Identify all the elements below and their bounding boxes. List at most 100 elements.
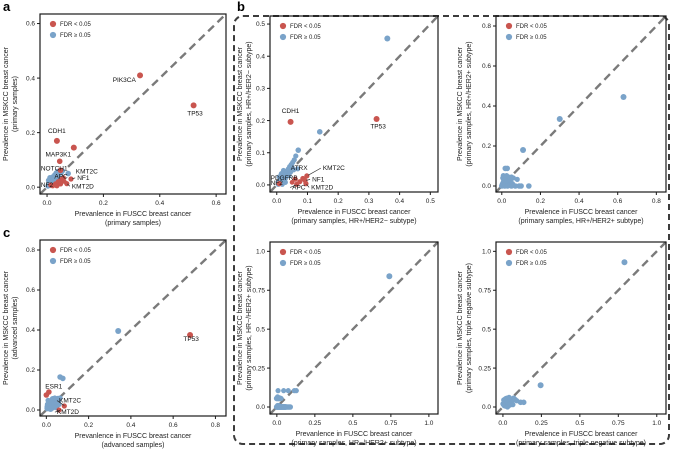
gene-label-tp53: TP53 — [370, 123, 386, 130]
gene-label-esr1: ESR1 — [45, 383, 62, 390]
svg-text:0.5: 0.5 — [575, 420, 584, 427]
y-axis-label-line1: Prevalence in MSKCC breast cancer — [3, 46, 10, 161]
scatter-plot-b-hr-pos-her2-neg: 0.0 0.1 0.2 0.3 0.4 0.5 0.0 0.1 0.2 0.3 0.4 0.5 Prev… — [237, 15, 439, 225]
gene-label-nf2: NF2 — [271, 180, 284, 187]
scatter-point-fdr-nonsignificant — [518, 183, 524, 189]
svg-text:0.8: 0.8 — [652, 198, 661, 205]
identity-dashed-line — [39, 13, 227, 195]
scatter-point-fdr-nonsignificant — [386, 273, 393, 280]
y-axis-label-line2: (primary samples, HR+/HER2+ subtype) — [466, 41, 473, 166]
scatter-point-fdr-significant — [70, 144, 77, 151]
gene-label-kmt2d: KMT2D — [311, 184, 333, 191]
scatter-plot-a-primary-samples: 0.0 0.2 0.4 0.6 0.0 0.2 0.4 0.6 Prevanlence in F… — [3, 13, 227, 227]
plot-frame — [39, 239, 227, 417]
scatter-point-fdr-nonsignificant — [512, 183, 519, 189]
scatter-plot-b-hr-neg-her2-pos: 0.0 0.25 0.5 0.75 1.0 0.0 0.25 0.5 0.75 1.0 Prevan… — [237, 241, 439, 447]
svg-text:0.4: 0.4 — [482, 103, 491, 110]
svg-text:0.6: 0.6 — [26, 21, 35, 28]
axes: 0.0 0.25 0.5 0.75 1.0 0.0 0.25 0.5 0.75 1.0 Preval… — [457, 249, 662, 447]
scatter-point-fdr-nonsignificant — [506, 394, 512, 400]
scatter-point-fdr-nonsignificant — [556, 116, 563, 122]
legend-dot-red — [279, 248, 287, 256]
scatter-point-fdr-nonsignificant — [60, 375, 66, 382]
legend-dot-blue — [279, 259, 287, 267]
identity-dashed-line — [495, 15, 667, 193]
scatter-point-fdr-significant — [137, 72, 144, 79]
svg-text:0.6: 0.6 — [482, 63, 491, 70]
data-points — [500, 259, 628, 410]
legend-label-blue: FDR ≥ 0.05 — [516, 35, 547, 41]
svg-text:0.0: 0.0 — [482, 183, 491, 190]
scatter-point-fdr-significant — [68, 176, 74, 182]
scatter-point-fdr-nonsignificant — [282, 179, 288, 185]
gene-label-apc: APC — [54, 174, 68, 181]
scatter-point-fdr-significant — [287, 118, 294, 125]
svg-text:0.4: 0.4 — [26, 75, 35, 82]
svg-text:0.2: 0.2 — [99, 200, 108, 207]
scatter-point-fdr-nonsignificant — [57, 395, 63, 401]
axes: 0.0 0.25 0.5 0.75 1.0 0.0 0.25 0.5 0.75 1.0 Prevan… — [237, 249, 434, 447]
legend-label-blue: FDR ≥ 0.05 — [60, 33, 91, 39]
legend-label-blue: FDR ≥ 0.05 — [290, 35, 321, 41]
scatter-point-fdr-nonsignificant — [45, 177, 52, 183]
scatter-point-fdr-nonsignificant — [45, 397, 51, 403]
legend-dot-red — [505, 248, 513, 256]
svg-text:1.0: 1.0 — [482, 249, 491, 256]
panel-b-dashed-outline — [233, 15, 670, 445]
svg-text:0.0: 0.0 — [256, 404, 265, 411]
svg-text:0.0: 0.0 — [256, 182, 265, 189]
svg-text:0.5: 0.5 — [482, 326, 491, 333]
scatter-point-fdr-significant — [57, 181, 64, 187]
panel-label-a: a — [3, 0, 11, 14]
axes: 0.0 0.2 0.4 0.6 0.8 0.0 0.2 0.4 0.6 0.8 Prevanlenc… — [3, 247, 220, 449]
legend-label-red: FDR < 0.05 — [516, 24, 548, 30]
identity-dashed-line — [39, 239, 227, 417]
scatter-point-fdr-nonsignificant — [504, 404, 511, 410]
plot-frame — [495, 241, 667, 415]
scatter-point-fdr-nonsignificant — [295, 166, 301, 172]
scatter-point-fdr-significant — [53, 137, 60, 144]
scatter-point-fdr-significant — [276, 181, 282, 187]
svg-text:0.2: 0.2 — [26, 367, 35, 374]
x-axis-label-line2: (primary samples) — [105, 220, 161, 227]
legend-dot-blue — [505, 33, 513, 41]
svg-text:0.4: 0.4 — [26, 327, 35, 334]
svg-text:0.5: 0.5 — [426, 198, 435, 205]
scatter-point-fdr-nonsignificant — [621, 259, 628, 266]
gene-label-kmt2d: KMT2D — [57, 409, 79, 416]
legend: FDR < 0.05 FDR ≥ 0.05 — [279, 248, 322, 267]
scatter-point-fdr-significant — [43, 392, 50, 398]
gene-label-notch1: NOTCH1 — [41, 165, 68, 172]
svg-text:0.25: 0.25 — [535, 420, 548, 427]
y-axis-label-line2: (primary samples) — [12, 76, 19, 132]
svg-text:0.25: 0.25 — [478, 365, 491, 372]
data-points — [273, 273, 393, 410]
scatter-point-fdr-nonsignificant — [510, 402, 516, 408]
x-axis-label-line2: (primary samples, HR+/HER2− subtype) — [291, 218, 416, 225]
scatter-point-fdr-nonsignificant — [293, 153, 299, 159]
legend-dot-red — [279, 22, 287, 30]
gene-label-pdgfrb: PDGFRB — [271, 175, 298, 182]
scatter-point-fdr-nonsignificant — [384, 35, 391, 42]
legend-label-red: FDR < 0.05 — [516, 250, 548, 256]
svg-text:0.5: 0.5 — [256, 21, 265, 28]
panel-label-b: b — [237, 0, 245, 14]
scatter-point-fdr-significant — [190, 102, 197, 109]
legend-label-blue: FDR ≥ 0.05 — [60, 259, 91, 265]
svg-text:0.4: 0.4 — [155, 200, 164, 207]
scatter-point-fdr-significant — [292, 176, 298, 182]
legend: FDR < 0.05 FDR ≥ 0.05 — [49, 20, 92, 39]
gene-label-cdh1: CDH1 — [48, 128, 66, 135]
legend-label-red: FDR < 0.05 — [60, 248, 92, 254]
scatter-point-fdr-nonsignificant — [280, 167, 287, 174]
gene-label-nf2: NF2 — [41, 182, 54, 189]
svg-text:0.25: 0.25 — [309, 420, 322, 427]
x-axis-label-line1: Prevanlence in FUSCC breast cancer — [75, 211, 192, 218]
svg-text:0.6: 0.6 — [169, 422, 178, 429]
legend-dot-blue — [49, 31, 57, 39]
scatter-point-fdr-nonsignificant — [504, 183, 511, 189]
legend: FDR < 0.05 FDR ≥ 0.05 — [279, 22, 322, 41]
scatter-point-fdr-nonsignificant — [289, 164, 295, 170]
data-points — [45, 72, 197, 189]
